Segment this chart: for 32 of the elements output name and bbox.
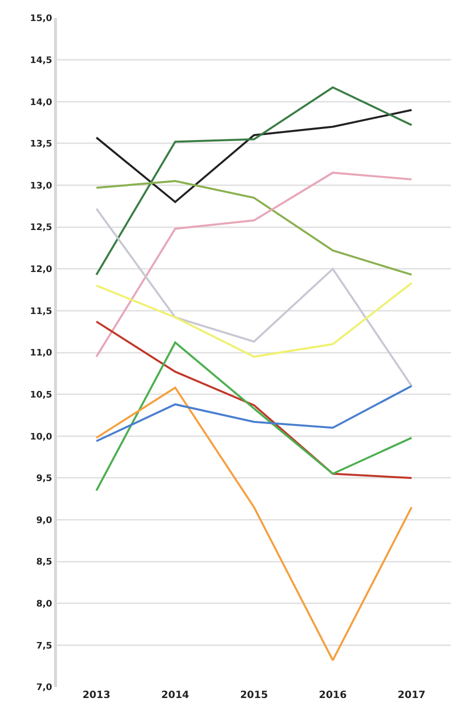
x-tick-label: 2015	[240, 690, 268, 701]
line-series	[95, 180, 413, 276]
x-tick-label: 2013	[82, 690, 110, 701]
y-tick-label: 9,0	[36, 516, 52, 526]
y-tick-label: 10,5	[30, 390, 52, 400]
y-tick-label: 11,0	[30, 348, 52, 359]
line-series	[95, 320, 413, 479]
line-series	[95, 386, 413, 662]
y-tick-label: 8,0	[36, 600, 52, 610]
y-tick-label: 8,5	[36, 558, 52, 568]
x-tick-label: 2016	[318, 690, 347, 701]
y-tick-label: 12,0	[30, 265, 52, 276]
y-tick-label: 11,5	[30, 306, 52, 317]
y-tick-label: 12,5	[30, 223, 52, 234]
line-series	[95, 108, 413, 203]
line-series	[95, 208, 413, 387]
y-tick-label: 7,0	[36, 683, 52, 694]
line-series	[95, 86, 413, 276]
line-series	[95, 341, 413, 492]
y-tick-label: 13,0	[30, 181, 52, 192]
x-tick-label: 2014	[161, 690, 190, 701]
x-tick-label: 2017	[398, 690, 426, 701]
line-series	[95, 282, 413, 358]
line-series	[95, 172, 413, 358]
y-tick-label: 13,5	[30, 140, 52, 150]
y-tick-label: 14,0	[30, 98, 52, 108]
line-series	[95, 384, 413, 442]
y-tick-label: 10,0	[30, 432, 52, 442]
y-tick-label: 14,5	[30, 56, 52, 66]
y-tick-label: 15,0	[30, 14, 52, 24]
y-tick-label: 7,5	[36, 641, 52, 652]
y-tick-label: 9,5	[36, 474, 52, 484]
